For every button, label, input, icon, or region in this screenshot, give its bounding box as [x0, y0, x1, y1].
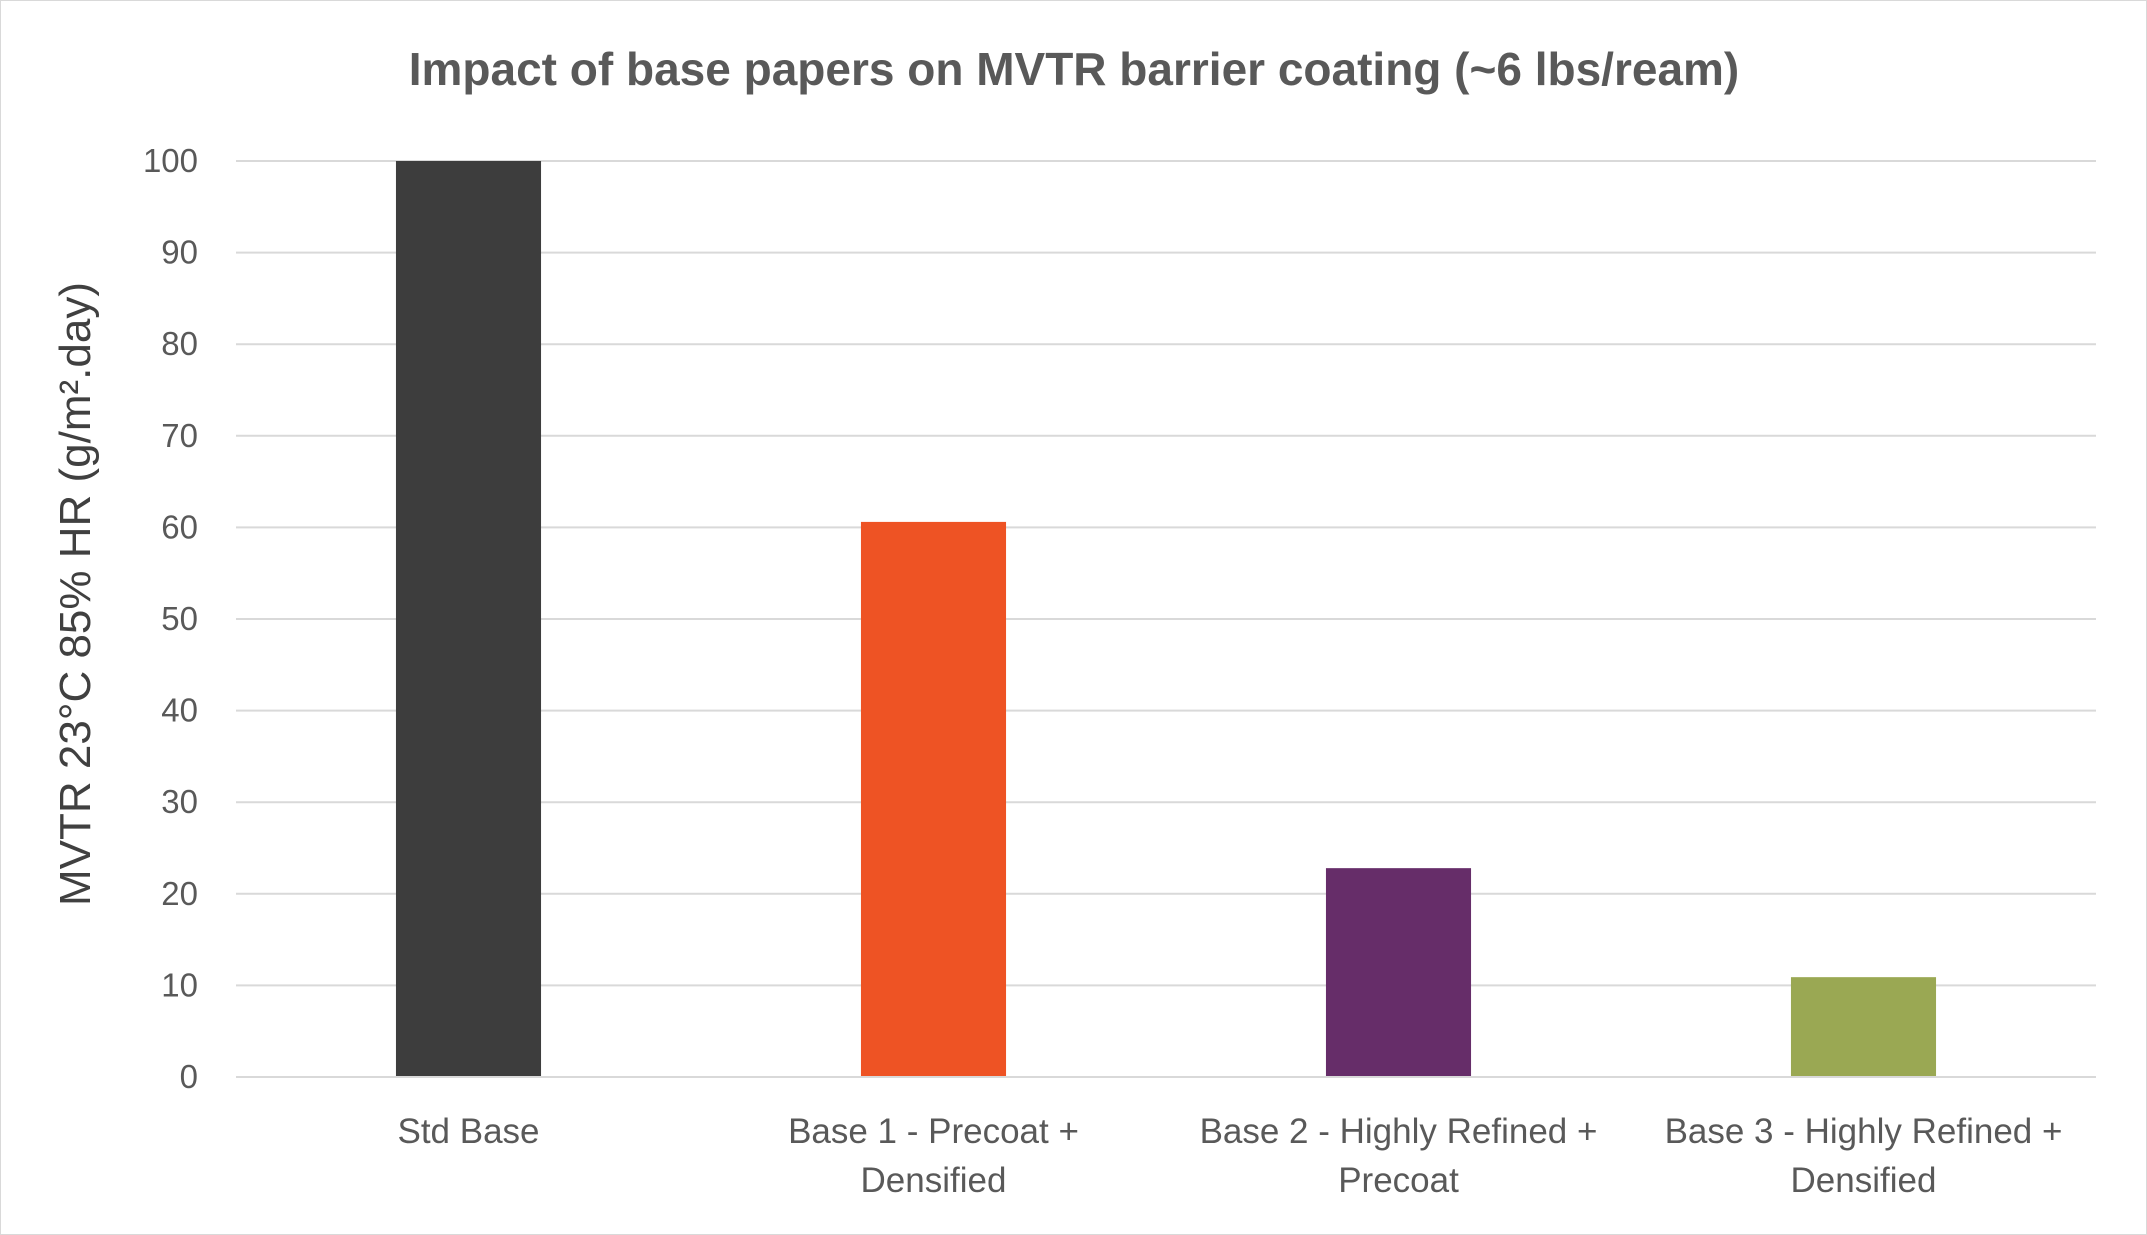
bar-2: [1325, 868, 1472, 1077]
x-axis-categories: Std Base Base 1 - Precoat + Densified Base …: [397, 1112, 2062, 1200]
bar-3: [1790, 977, 1937, 1077]
y-tick-label: 30: [161, 783, 198, 820]
x-category-label: Base 1 - Precoat +: [788, 1112, 1079, 1151]
x-category-label: Densified: [1791, 1161, 1937, 1200]
x-category-label: Std Base: [397, 1112, 539, 1151]
y-tick-label: 100: [143, 142, 198, 179]
y-tick-label: 40: [161, 692, 198, 729]
gridlines: [236, 160, 2096, 987]
x-category-label: Base 3 - Highly Refined +: [1665, 1112, 2063, 1151]
y-tick-label: 80: [161, 325, 198, 362]
y-tick-label: 60: [161, 508, 198, 545]
bar-0: [395, 161, 542, 1077]
y-tick-label: 10: [161, 966, 198, 1003]
y-axis-label: MVTR 23°C 85% HR (g/m².day): [51, 282, 100, 906]
y-tick-label: 70: [161, 417, 198, 454]
chart-title: Impact of base papers on MVTR barrier co…: [409, 43, 1740, 95]
x-category-label: Densified: [861, 1161, 1007, 1200]
y-tick-label: 0: [180, 1058, 198, 1095]
y-tick-label: 90: [161, 234, 198, 271]
y-tick-label: 50: [161, 600, 198, 637]
y-tick-label: 20: [161, 875, 198, 912]
x-category-label: Precoat: [1338, 1161, 1459, 1200]
bars: [395, 161, 1937, 1077]
bar-1: [860, 521, 1007, 1077]
y-axis-ticks: 0 10 20 30 40 50 60 70 80 90 100: [143, 142, 198, 1095]
x-category-label: Base 2 - Highly Refined +: [1200, 1112, 1598, 1151]
